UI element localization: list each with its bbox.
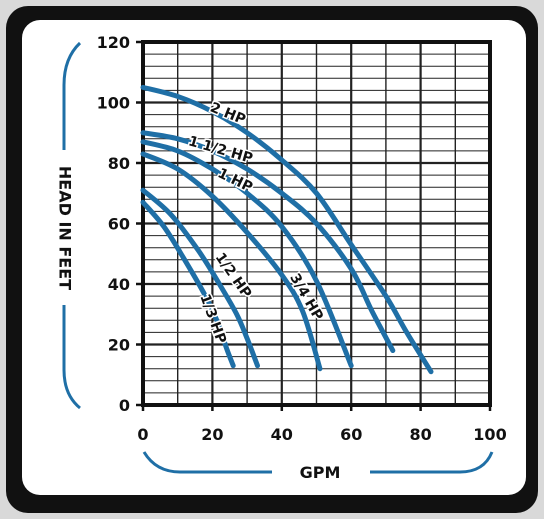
y-tick-label: 80: [108, 154, 130, 173]
pump-curve: [140, 139, 354, 369]
y-tick-label: 40: [108, 275, 130, 294]
x-tick-label: 40: [271, 425, 293, 444]
pump-curve: [140, 151, 323, 372]
x-ticks: 0 20 40 60 80 100: [137, 405, 507, 444]
pump-curve: [140, 130, 396, 354]
x-tick-label: 60: [340, 425, 362, 444]
y-tick-label: 60: [108, 215, 130, 234]
x-tick-label: 80: [409, 425, 431, 444]
inner-panel: [22, 20, 526, 495]
x-axis-title: GPM: [300, 463, 341, 482]
y-axis-bracket: [62, 41, 82, 410]
y-tick-label: 100: [97, 94, 130, 113]
x-tick-label: 0: [137, 425, 148, 444]
y-axis-title: HEAD IN FEET: [56, 166, 75, 290]
y-ticks: 0 20 40 60 80 100 120: [97, 33, 143, 415]
pump-curve: [140, 199, 236, 369]
y-tick-label: 0: [119, 396, 130, 415]
pump-curves: [140, 84, 434, 375]
y-tick-label: 20: [108, 336, 130, 355]
pump-curve: [140, 187, 261, 369]
y-tick-label: 120: [97, 33, 130, 52]
x-axis-bracket: [142, 451, 494, 474]
pump-curve: [140, 84, 434, 375]
x-tick-label: 100: [473, 425, 506, 444]
x-tick-label: 20: [201, 425, 223, 444]
